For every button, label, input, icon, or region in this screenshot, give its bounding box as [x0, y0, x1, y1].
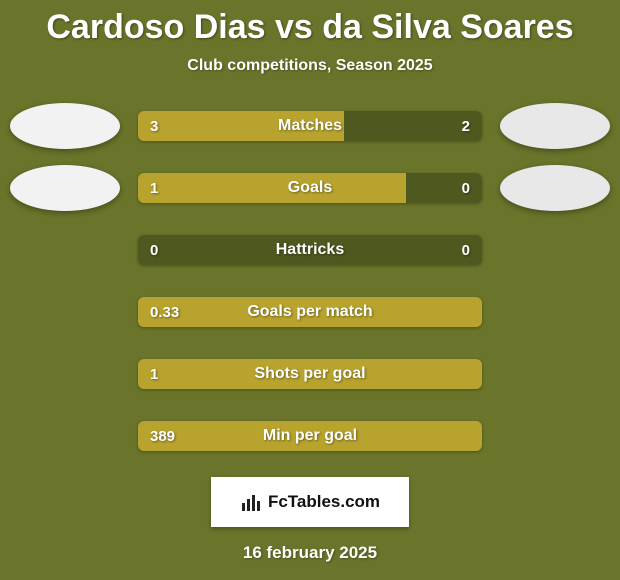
avatar-spacer	[10, 289, 120, 335]
player-right-avatar	[500, 103, 610, 149]
avatar-spacer	[500, 289, 610, 335]
stat-label: Shots per goal	[138, 359, 482, 389]
stat-bar: 10Goals	[138, 173, 482, 203]
subtitle: Club competitions, Season 2025	[187, 57, 432, 75]
stat-label: Hattricks	[138, 235, 482, 265]
stat-bar: 32Matches	[138, 111, 482, 141]
comparison-infographic: Cardoso Dias vs da Silva Soares Club com…	[0, 0, 620, 580]
avatar-spacer	[10, 227, 120, 273]
stat-label: Goals per match	[138, 297, 482, 327]
logo-text: FcTables.com	[268, 492, 380, 512]
stats-area: 32Matches 10Goals 00Hattricks 0.33Goals per…	[0, 103, 620, 459]
stat-bar: 389Min per goal	[138, 421, 482, 451]
stat-row: 00Hattricks	[0, 227, 620, 273]
player-left-avatar	[10, 165, 120, 211]
avatar-spacer	[500, 413, 610, 459]
avatar-spacer	[500, 227, 610, 273]
avatar-spacer	[10, 413, 120, 459]
stat-bar: 00Hattricks	[138, 235, 482, 265]
stat-label: Goals	[138, 173, 482, 203]
stat-row: 32Matches	[0, 103, 620, 149]
page-title: Cardoso Dias vs da Silva Soares	[46, 8, 573, 47]
stat-row: 389Min per goal	[0, 413, 620, 459]
stat-label: Min per goal	[138, 421, 482, 451]
stat-bar: 0.33Goals per match	[138, 297, 482, 327]
stat-label: Matches	[138, 111, 482, 141]
date-text: 16 february 2025	[243, 543, 377, 563]
player-right-avatar	[500, 165, 610, 211]
player-left-avatar	[10, 103, 120, 149]
stat-row: 1Shots per goal	[0, 351, 620, 397]
avatar-spacer	[500, 351, 610, 397]
fctables-logo: FcTables.com	[211, 477, 409, 527]
bars-icon	[240, 491, 262, 513]
stat-row: 0.33Goals per match	[0, 289, 620, 335]
stat-bar: 1Shots per goal	[138, 359, 482, 389]
avatar-spacer	[10, 351, 120, 397]
stat-row: 10Goals	[0, 165, 620, 211]
